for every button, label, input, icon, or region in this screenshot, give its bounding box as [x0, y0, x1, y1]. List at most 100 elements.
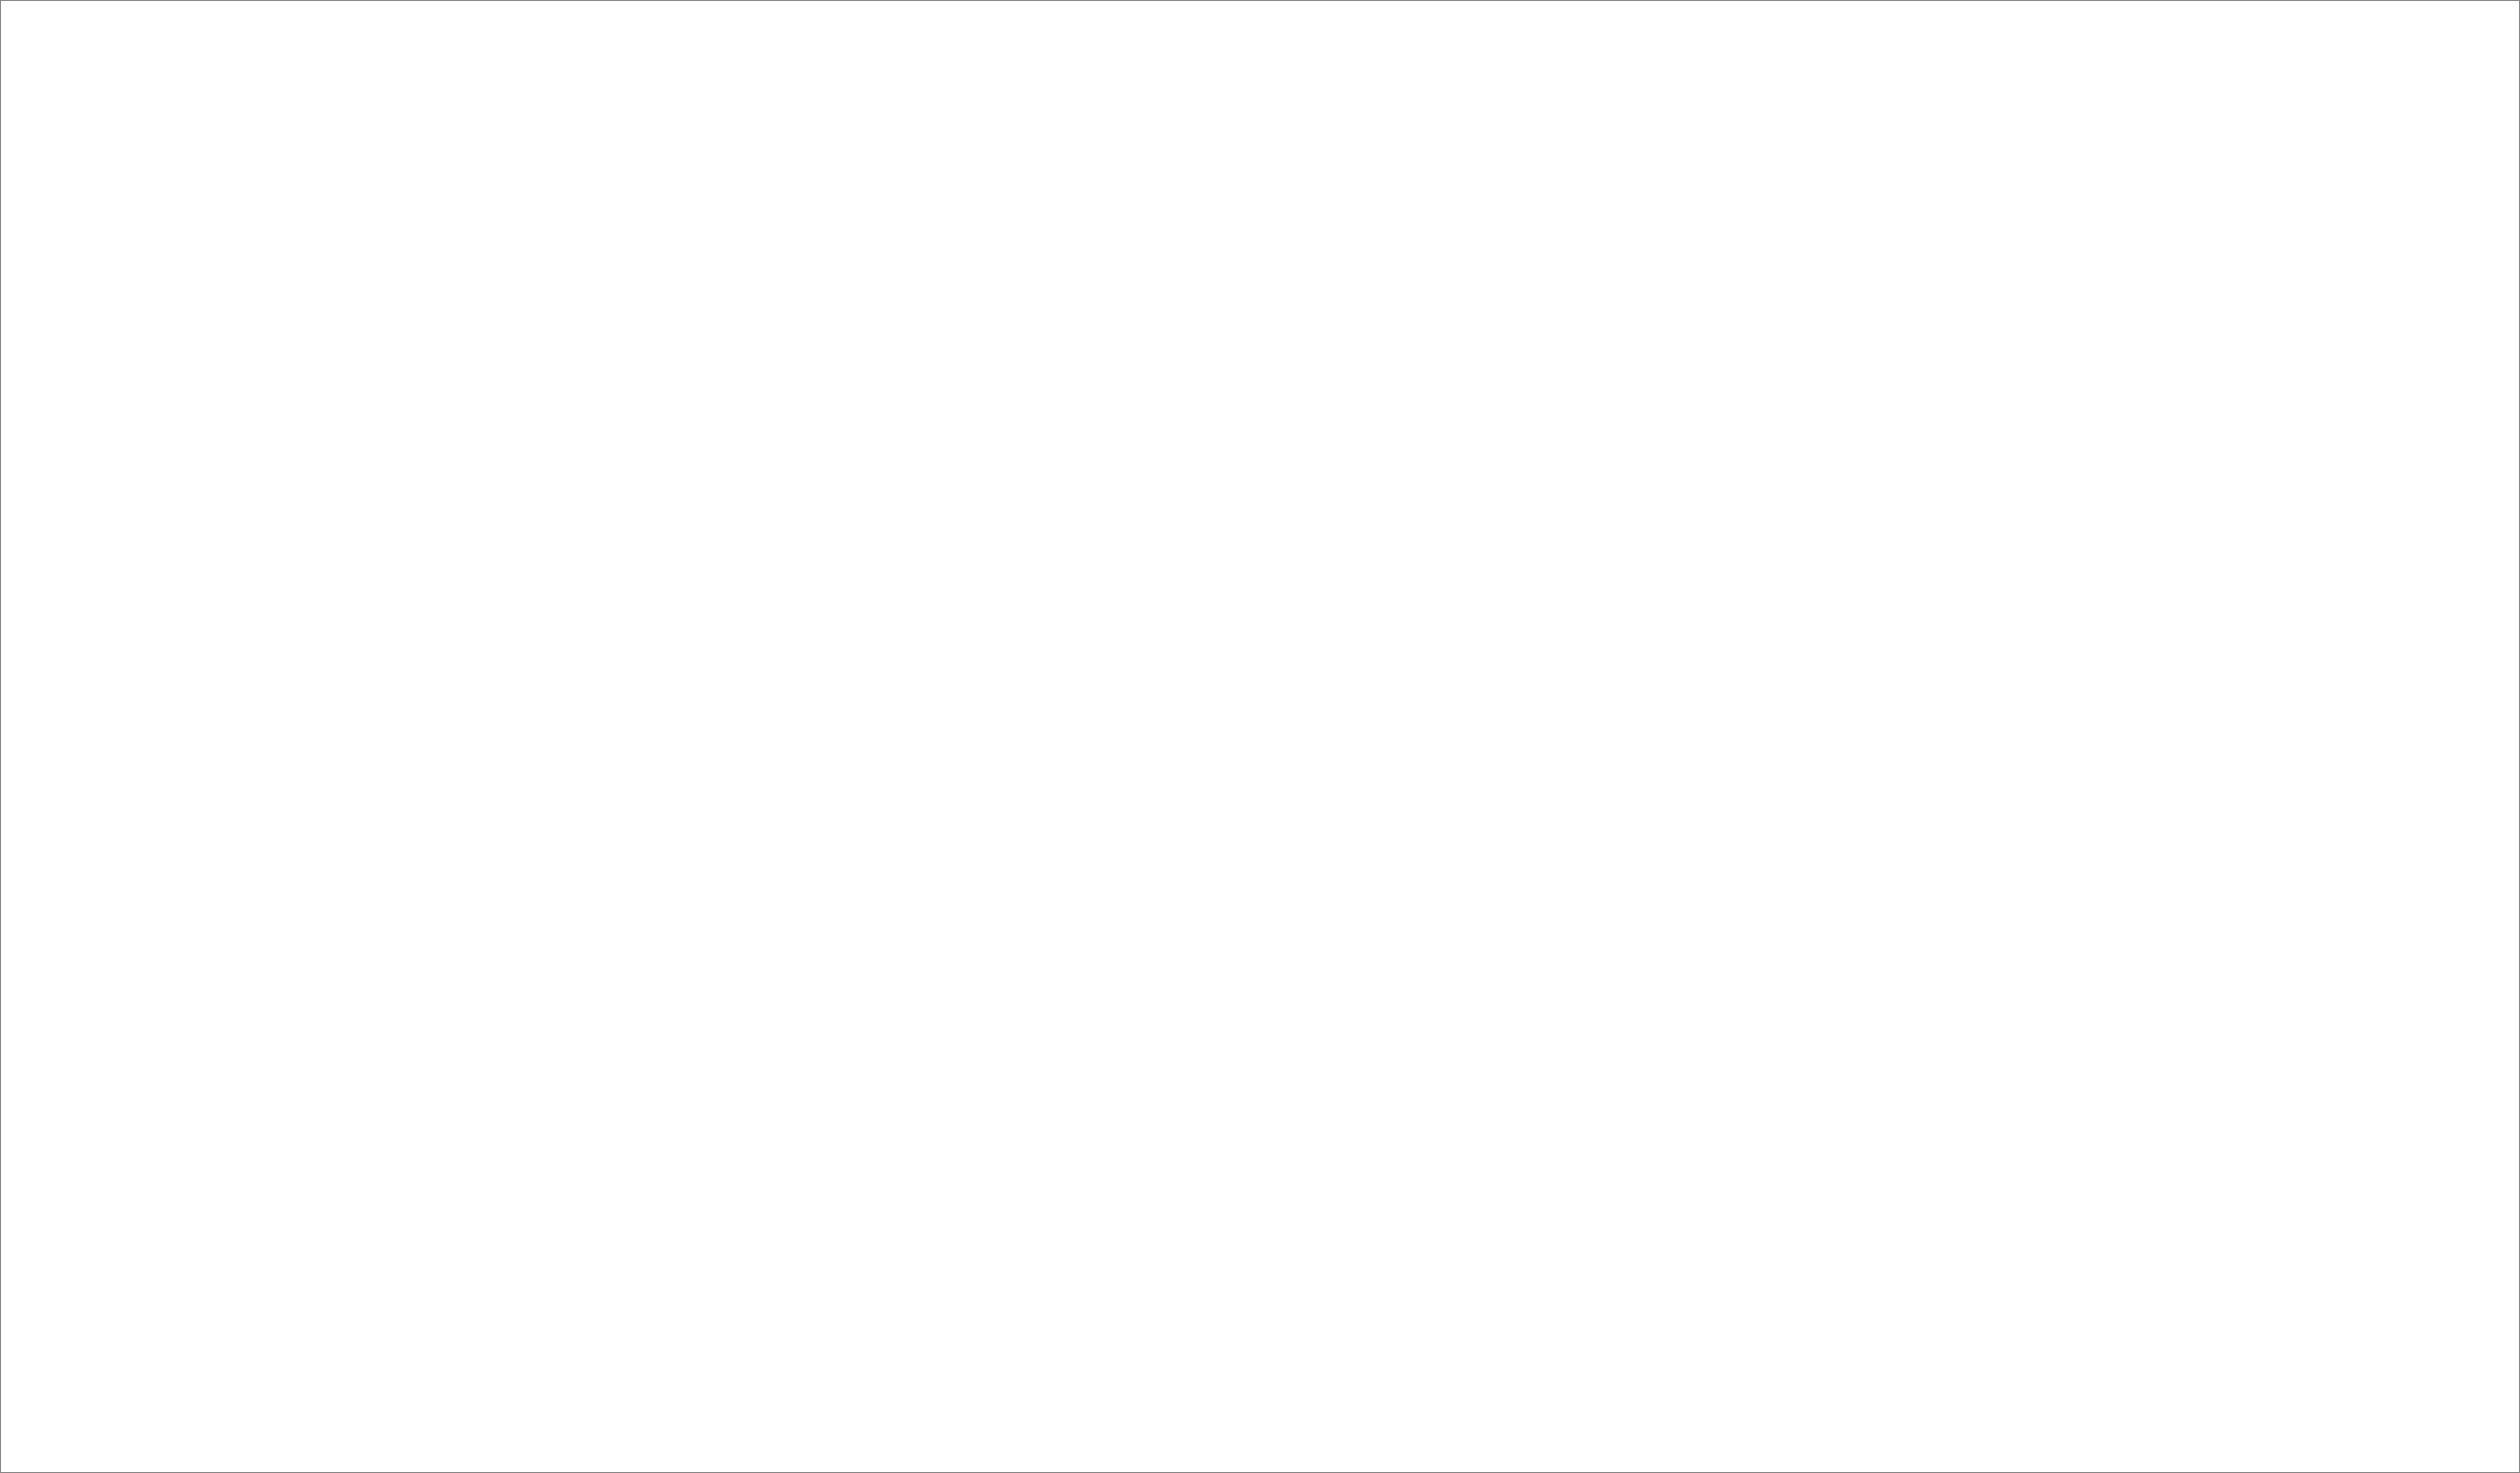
- Text: f_covid_cases: f_covid_cases: [524, 309, 582, 317]
- Bar: [459, 356, 2520, 412]
- Bar: [13, 295, 446, 359]
- Text: Amazon Redshift: Amazon Redshift: [30, 268, 88, 275]
- Text: →: →: [118, 127, 129, 136]
- Text: f_covid_cases: f_covid_cases: [471, 429, 512, 435]
- Text: ⊞: ⊞: [2424, 1441, 2432, 1448]
- Text: ⊟: ⊟: [2485, 1441, 2490, 1448]
- Text: File: File: [28, 69, 40, 78]
- Bar: [28, 429, 48, 449]
- Text: Region: Region: [998, 465, 1028, 473]
- Text: Help: Help: [370, 69, 391, 78]
- Bar: [0, 1417, 229, 1470]
- Bar: [509, 287, 784, 339]
- Text: Abc: Abc: [471, 445, 484, 451]
- Text: 🔍: 🔍: [436, 393, 441, 402]
- Text: Show aliases: Show aliases: [1953, 382, 2001, 387]
- Text: Ctyname: Ctyname: [1676, 465, 1714, 473]
- Bar: [459, 412, 2520, 499]
- Bar: [1925, 371, 1948, 393]
- Text: US Population Data: US Population Data: [1089, 457, 1159, 464]
- Text: Abc: Abc: [663, 445, 673, 451]
- Text: US Population Data: US Population Data: [922, 309, 1003, 317]
- Bar: [738, 524, 1401, 572]
- Text: clean your Text file workbook.: clean your Text file workbook.: [28, 485, 131, 491]
- Text: ←: ←: [83, 127, 91, 136]
- Text: f_covid_cases: f_covid_cases: [663, 429, 703, 435]
- Text: COUNTY ID: COUNTY ID: [1089, 501, 1129, 507]
- Text: Automatically Update: Automatically Update: [1444, 1268, 1535, 1277]
- Bar: [13, 295, 18, 359]
- Bar: [393, 1417, 703, 1470]
- Text: COVID Risk Score Data set: COVID Risk Score Data set: [564, 209, 781, 224]
- Bar: [738, 437, 1401, 483]
- Text: ❋: ❋: [33, 127, 40, 136]
- Text: ↺: ↺: [192, 127, 202, 136]
- Text: ▦: ▦: [476, 380, 486, 389]
- Bar: [459, 166, 2520, 1416]
- Circle shape: [784, 339, 842, 398]
- Text: County: County: [557, 465, 587, 473]
- Text: Add new join clause: Add new join clause: [756, 538, 829, 544]
- Text: Covid Cases: Covid Cases: [764, 465, 814, 473]
- Bar: [746, 488, 885, 520]
- Bar: [459, 1388, 2520, 1416]
- Text: ✕: ✕: [2366, 21, 2371, 29]
- Circle shape: [1131, 339, 1192, 398]
- Text: Data Source: Data Source: [756, 457, 801, 464]
- Bar: [761, 412, 877, 418]
- Bar: [907, 323, 1066, 433]
- Bar: [703, 1417, 995, 1470]
- Text: Abc: Abc: [1676, 445, 1686, 451]
- Bar: [509, 287, 517, 339]
- Bar: [660, 412, 756, 418]
- Text: ≡: ≡: [504, 380, 512, 389]
- Text: Stname: Stname: [1525, 465, 1557, 473]
- Bar: [1845, 412, 1978, 418]
- Text: US Po: US Po: [1847, 429, 1862, 435]
- Text: Server: Server: [171, 69, 199, 78]
- Text: Cens: Cens: [1847, 465, 1867, 473]
- Bar: [459, 499, 2520, 1416]
- Bar: [995, 412, 1091, 418]
- Text: Full Outer: Full Outer: [1300, 414, 1336, 420]
- Text: Live: Live: [1920, 215, 1935, 222]
- Text: #: #: [764, 445, 769, 451]
- Text: Window: Window: [265, 69, 295, 78]
- Bar: [459, 97, 2520, 165]
- Bar: [882, 412, 993, 418]
- Text: #: #: [1847, 445, 1852, 451]
- Text: Text file: Text file: [30, 337, 55, 343]
- Text: US Population Data: US Population Data: [1326, 429, 1383, 435]
- Bar: [1522, 412, 1668, 418]
- Text: 1  |  Edit: 1 | Edit: [2349, 215, 2379, 222]
- Bar: [2409, 368, 2497, 398]
- Text: ⌂  Home: ⌂ Home: [297, 1441, 328, 1448]
- Text: Abc: Abc: [1326, 445, 1338, 451]
- Text: Data Interpreter might be able to: Data Interpreter might be able to: [28, 461, 141, 468]
- Text: #: #: [1202, 445, 1207, 451]
- Text: rows: rows: [2505, 382, 2520, 387]
- Text: Filters: Filters: [2349, 186, 2371, 191]
- Circle shape: [950, 339, 1008, 398]
- Bar: [0, 0, 2520, 50]
- Text: □: □: [2417, 21, 2424, 29]
- Bar: [738, 483, 1401, 524]
- Text: ▣: ▣: [156, 127, 164, 136]
- Text: Abc: Abc: [1525, 445, 1535, 451]
- Text: —: —: [2470, 21, 2477, 29]
- Text: Sumlev: Sumlev: [885, 465, 917, 473]
- Text: Update Now: Update Now: [1464, 1186, 1515, 1195]
- Text: US Population Data: US Population Data: [1676, 429, 1731, 435]
- Text: US Population D...: US Population D...: [885, 429, 937, 435]
- Text: State: State: [1202, 465, 1227, 473]
- Text: COUNTY ID: COUNTY ID: [1326, 465, 1373, 473]
- Text: Join: Join: [756, 293, 771, 300]
- Text: #: #: [1096, 445, 1104, 451]
- Text: Sort: Sort: [539, 382, 554, 387]
- Bar: [1323, 412, 1517, 418]
- Text: Left: Left: [980, 414, 993, 420]
- Text: Connection: Connection: [1903, 186, 1943, 191]
- Bar: [459, 270, 2520, 356]
- Text: Division: Division: [1096, 465, 1131, 473]
- Text: ⊞  New Union: ⊞ New Union: [33, 1370, 88, 1379]
